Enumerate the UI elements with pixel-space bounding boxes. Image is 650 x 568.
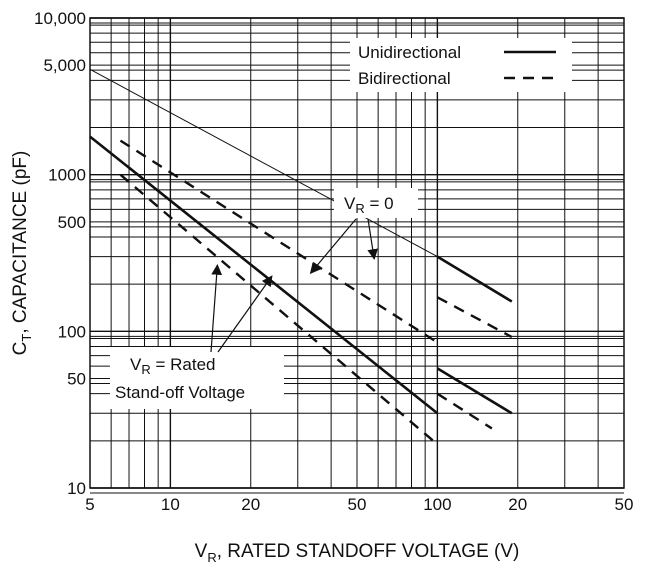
x-axis-label-rest: , RATED STANDOFF VOLTAGE (V) [217,541,520,562]
x-tick-label-6: 50 [615,495,634,514]
annotation-vr-zero-main: V [344,194,356,213]
annotation-vr-rated-arrow-0 [210,263,223,353]
series-line-dashed-7 [436,392,493,430]
x-axis-label-main: V [195,541,208,562]
annotation-vr-rated-sub: R [141,362,150,377]
x-tick-label-4: 100 [423,495,451,514]
y-axis-label: CT, CAPACITANCE (pF) [10,151,34,356]
annotations: VR = 0 VR = Rated Stand-off Voltage [110,188,418,409]
x-axis-label: VR, RATED STANDOFF VOLTAGE (V) [195,541,520,565]
x-tick-label-3: 50 [348,495,367,514]
y-tick-label-5: 5,000 [43,56,86,75]
y-axis-label-main: C [10,342,31,356]
series-line-thin-0 [89,68,438,258]
x-tick-label-5: 20 [508,495,527,514]
legend: Unidirectional Bidirectional [350,38,572,92]
y-tick-label-2: 100 [58,322,86,341]
legend-label-bidirectional: Bidirectional [358,69,451,88]
annotation-vr-zero-box [334,188,418,218]
legend-box [350,38,572,92]
series-lines [89,68,513,446]
legend-label-unidirectional: Unidirectional [358,43,461,62]
series-line-dashed-5 [119,173,439,446]
annotation-vr-rated-main: V [130,355,142,374]
series-line-solid-2 [436,255,513,303]
annotation-vr-zero-arrow-0 [309,218,357,275]
annotation-vr-zero: VR = 0 [344,194,394,216]
annotation-vr-rated-line2: Stand-off Voltage [115,383,245,402]
y-tick-label-4: 1000 [48,166,86,185]
x-axis-label-sub: R [207,550,216,565]
series-line-solid-1 [89,135,439,415]
annotation-vr-zero-sub: R [355,201,364,216]
annotation-vr-zero-rest: = 0 [365,194,394,213]
x-tick-label-2: 20 [241,495,260,514]
annotation-vr-rated-box [110,347,284,409]
x-tick-label-0: 5 [85,495,94,514]
y-tick-label-3: 500 [58,213,86,232]
y-tick-label-6: 10,000 [34,9,86,28]
annotation-vr-rated: VR = Rated [130,355,215,377]
y-axis-label-sub: T [19,334,34,342]
annotation-vr-zero-arrow-1 [367,218,379,260]
y-tick-label-0: 10 [67,479,86,498]
series-line-solid-3 [436,367,513,415]
series-line-dashed-6 [436,296,513,339]
y-axis-label-rest: , CAPACITANCE (pF) [10,151,31,334]
annotation-vr-rated-arrow-1 [217,275,273,353]
annotation-vr-rated-rest: = Rated [151,355,216,374]
x-tick-label-1: 10 [161,495,180,514]
series-line-dashed-4 [119,139,439,344]
plot-frame [89,17,625,489]
y-tick-label-1: 50 [67,369,86,388]
